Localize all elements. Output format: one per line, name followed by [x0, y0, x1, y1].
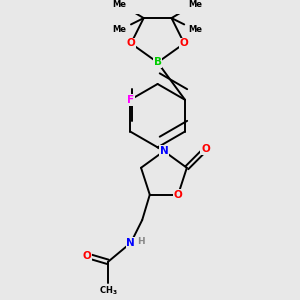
Text: $\mathregular{CH_3}$: $\mathregular{CH_3}$: [98, 285, 117, 297]
Text: O: O: [82, 250, 91, 260]
Text: N: N: [160, 146, 168, 156]
Text: B: B: [154, 57, 162, 68]
Text: O: O: [174, 190, 182, 200]
Text: H: H: [138, 237, 145, 246]
Text: O: O: [201, 144, 210, 154]
Text: Me: Me: [112, 0, 127, 9]
Text: N: N: [126, 238, 135, 248]
Text: O: O: [127, 38, 135, 48]
Text: Me: Me: [189, 25, 202, 34]
Text: Me: Me: [112, 25, 127, 34]
Text: Me: Me: [189, 0, 202, 9]
Text: F: F: [127, 95, 134, 105]
Text: O: O: [180, 38, 189, 48]
